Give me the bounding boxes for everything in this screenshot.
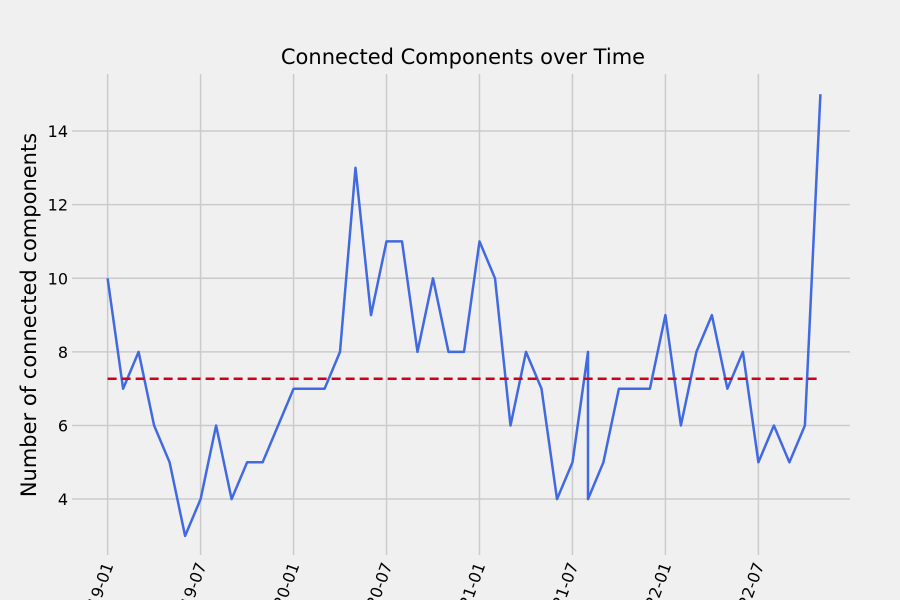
data-line bbox=[106, 94, 822, 538]
y-tick-label: 8 bbox=[58, 343, 68, 362]
y-tick-label: 6 bbox=[58, 416, 68, 435]
chart-title: Connected Components over Time bbox=[281, 45, 645, 69]
y-tick-label: 14 bbox=[48, 122, 68, 141]
y-tick-label: 12 bbox=[48, 196, 68, 215]
y-tick-label: 4 bbox=[58, 490, 68, 509]
y-axis-label: Number of connected components bbox=[17, 133, 41, 497]
y-tick-label: 10 bbox=[48, 269, 68, 288]
